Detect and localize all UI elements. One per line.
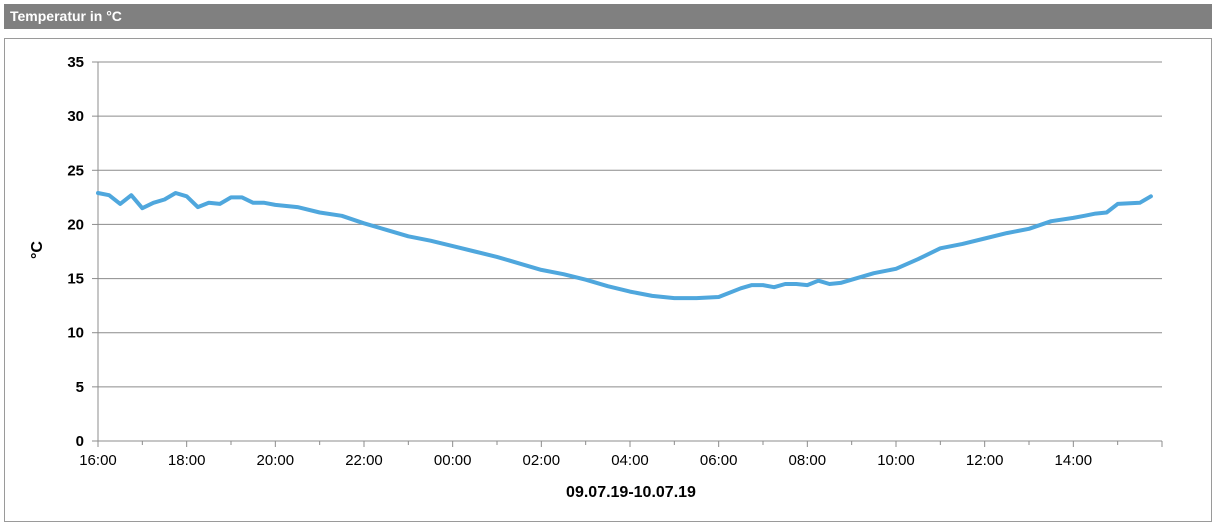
x-tick-label: 00:00 xyxy=(434,452,472,469)
x-tick-label: 12:00 xyxy=(966,452,1004,469)
y-tick-label: 5 xyxy=(76,379,84,396)
x-tick-label: 04:00 xyxy=(611,452,649,469)
x-tick-label: 10:00 xyxy=(877,452,915,469)
x-tick-label: 08:00 xyxy=(789,452,827,469)
x-tick-label: 02:00 xyxy=(523,452,561,469)
y-axis-ticks: 0 5 10 15 20 25 30 35 xyxy=(67,54,98,450)
y-tick-label: 30 xyxy=(67,108,84,125)
y-tick-label: 10 xyxy=(67,325,84,342)
y-tick-label: 15 xyxy=(67,271,84,288)
x-axis-ticks: 16:00 18:00 20:00 22:00 00:00 02:00 04:00 06:00… xyxy=(79,441,1163,469)
x-tick-label: 18:00 xyxy=(168,452,206,469)
x-tick-label: 22:00 xyxy=(345,452,383,469)
axes xyxy=(97,62,1162,442)
y-tick-label: 35 xyxy=(67,54,84,71)
series-group xyxy=(96,191,1153,301)
panel-title: Temperatur in °C xyxy=(4,4,1212,29)
y-tick-label: 20 xyxy=(67,216,84,233)
series-line xyxy=(96,191,1153,301)
x-tick-label: 20:00 xyxy=(257,452,295,469)
x-tick-label: 16:00 xyxy=(79,452,117,469)
x-tick-label: 06:00 xyxy=(700,452,738,469)
y-tick-label: 25 xyxy=(67,162,84,179)
grid-lines xyxy=(98,61,1162,388)
x-axis-title: 09.07.19-10.07.19 xyxy=(566,484,696,501)
x-tick-label: 14:00 xyxy=(1055,452,1093,469)
y-axis-title: °C xyxy=(29,241,46,259)
y-tick-label: 0 xyxy=(76,433,84,450)
